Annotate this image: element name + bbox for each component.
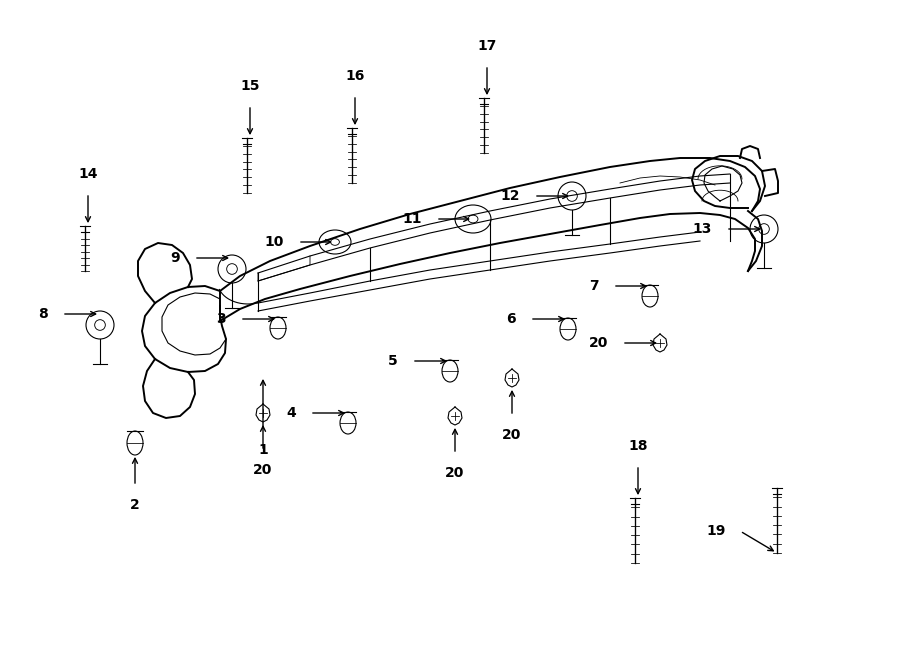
Text: 17: 17: [477, 39, 497, 53]
Text: 20: 20: [502, 428, 522, 442]
Text: 18: 18: [628, 439, 648, 453]
Text: 19: 19: [706, 524, 726, 538]
Text: 7: 7: [590, 279, 599, 293]
Text: 2: 2: [130, 498, 140, 512]
Text: 11: 11: [402, 212, 422, 226]
Text: 8: 8: [38, 307, 48, 321]
Text: 12: 12: [500, 189, 520, 203]
Text: 1: 1: [258, 443, 268, 457]
Text: 16: 16: [346, 69, 365, 83]
Text: 9: 9: [170, 251, 180, 265]
Text: 20: 20: [253, 463, 273, 477]
Text: 20: 20: [589, 336, 608, 350]
Text: 6: 6: [507, 312, 516, 326]
Text: 4: 4: [286, 406, 296, 420]
Text: 15: 15: [240, 79, 260, 93]
Text: 3: 3: [216, 312, 226, 326]
Text: 20: 20: [446, 466, 464, 480]
Text: 14: 14: [78, 167, 98, 181]
Text: 5: 5: [388, 354, 398, 368]
Text: 13: 13: [693, 222, 712, 236]
Text: 10: 10: [265, 235, 284, 249]
